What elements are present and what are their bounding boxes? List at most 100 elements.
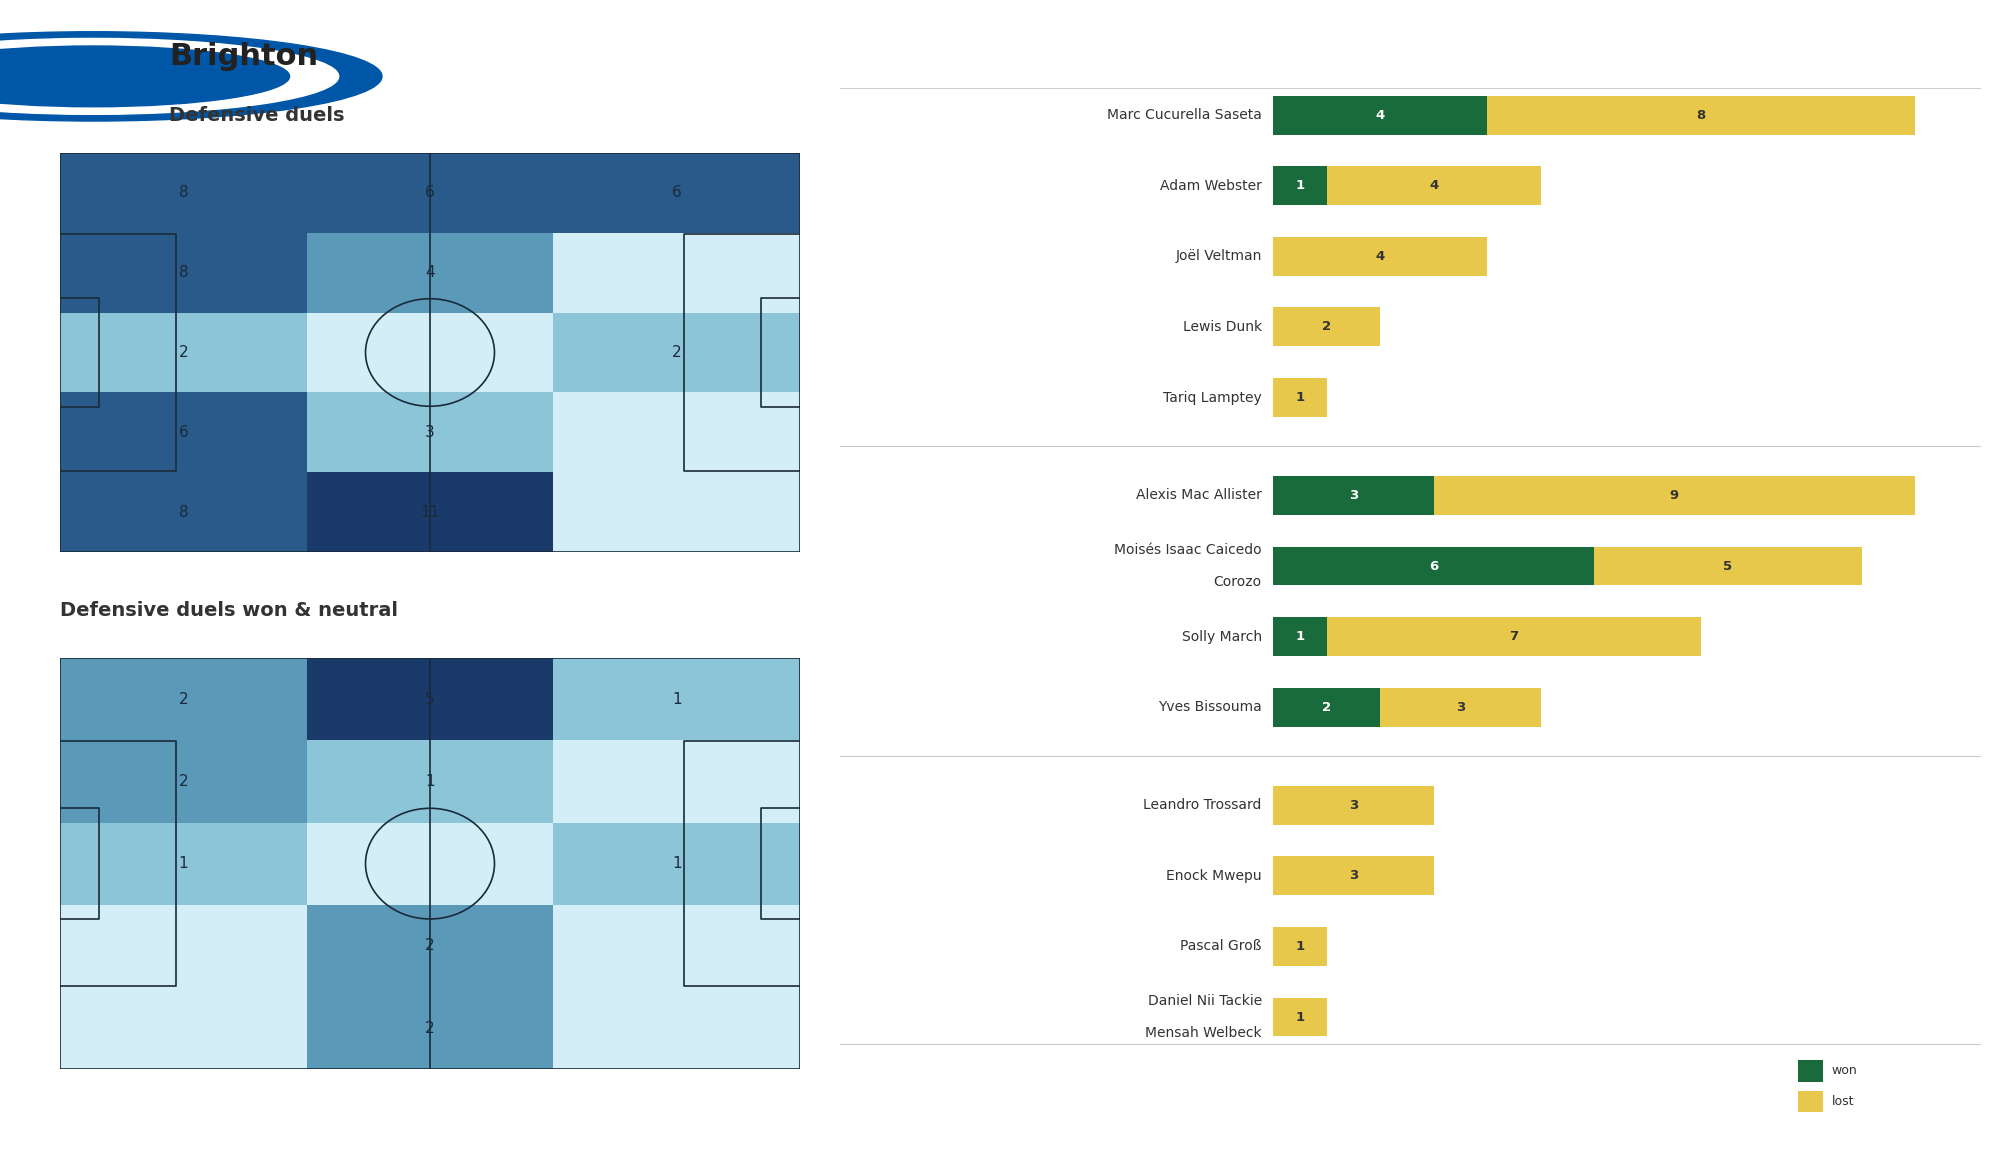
Text: Moisés Isaac Caicedo: Moisés Isaac Caicedo xyxy=(1114,543,1262,557)
Text: Brighton: Brighton xyxy=(170,42,318,70)
Bar xyxy=(1274,95,1488,134)
Bar xyxy=(1380,687,1540,726)
Text: 4: 4 xyxy=(1376,250,1384,263)
Bar xyxy=(60,472,306,552)
Bar xyxy=(1326,167,1540,206)
Bar xyxy=(554,905,800,987)
Text: 2: 2 xyxy=(426,939,434,953)
Bar xyxy=(1274,927,1326,966)
Circle shape xyxy=(0,46,290,107)
Bar xyxy=(60,822,306,905)
Bar xyxy=(306,905,554,987)
Bar xyxy=(1798,1090,1822,1113)
Text: 4: 4 xyxy=(426,266,434,280)
Bar xyxy=(306,472,554,552)
Bar xyxy=(1274,308,1380,347)
Bar xyxy=(60,313,306,392)
Text: Enock Mwepu: Enock Mwepu xyxy=(1166,868,1262,882)
Text: 6: 6 xyxy=(1430,559,1438,572)
Bar xyxy=(554,233,800,313)
Text: 8: 8 xyxy=(1696,108,1706,121)
Circle shape xyxy=(0,39,338,114)
Text: 3: 3 xyxy=(1348,799,1358,812)
Bar xyxy=(1274,167,1326,206)
Text: 2: 2 xyxy=(178,774,188,788)
Bar xyxy=(306,313,554,392)
Bar xyxy=(554,987,800,1069)
Bar xyxy=(1274,237,1488,276)
Bar xyxy=(306,822,554,905)
Bar xyxy=(554,740,800,822)
Text: Corozo: Corozo xyxy=(1214,575,1262,589)
Bar xyxy=(554,153,800,233)
Text: 8: 8 xyxy=(178,505,188,519)
Text: Lewis Dunk: Lewis Dunk xyxy=(1182,320,1262,334)
Text: 1: 1 xyxy=(672,857,682,871)
Text: 6: 6 xyxy=(672,186,682,200)
Text: 9: 9 xyxy=(1670,489,1678,502)
Text: Tariq Lamptey: Tariq Lamptey xyxy=(1164,390,1262,404)
Text: 1: 1 xyxy=(672,692,682,706)
Bar xyxy=(1274,378,1326,417)
Text: 1: 1 xyxy=(1296,180,1304,193)
Text: Daniel Nii Tackie: Daniel Nii Tackie xyxy=(1148,994,1262,1008)
Text: 3: 3 xyxy=(1456,700,1466,713)
Bar xyxy=(60,740,306,822)
Text: Yves Bissouma: Yves Bissouma xyxy=(1158,700,1262,714)
Text: 2: 2 xyxy=(178,345,188,360)
Bar xyxy=(60,658,306,740)
Text: Leandro Trossard: Leandro Trossard xyxy=(1144,798,1262,812)
Bar xyxy=(1434,476,1916,515)
Text: Defensive duels won & neutral: Defensive duels won & neutral xyxy=(60,602,398,620)
Text: Solly March: Solly March xyxy=(1182,630,1262,644)
Text: Joël Veltman: Joël Veltman xyxy=(1176,249,1262,263)
Text: 2: 2 xyxy=(1322,321,1332,334)
Text: 6: 6 xyxy=(178,425,188,439)
Bar xyxy=(1594,546,1862,585)
Text: Mensah Welbeck: Mensah Welbeck xyxy=(1146,1026,1262,1040)
Text: 1: 1 xyxy=(1296,391,1304,404)
Bar xyxy=(60,987,306,1069)
Text: 8: 8 xyxy=(178,186,188,200)
Text: 8: 8 xyxy=(178,266,188,280)
Text: 4: 4 xyxy=(1430,180,1438,193)
Bar xyxy=(1274,617,1326,656)
Bar xyxy=(306,740,554,822)
Bar xyxy=(554,658,800,740)
Bar xyxy=(306,153,554,233)
Bar xyxy=(1274,998,1326,1036)
Bar xyxy=(60,905,306,987)
Bar xyxy=(554,472,800,552)
Text: 1: 1 xyxy=(1296,630,1304,643)
Text: Pascal Groß: Pascal Groß xyxy=(1180,940,1262,953)
Text: 5: 5 xyxy=(1724,559,1732,572)
Bar xyxy=(60,392,306,472)
Bar xyxy=(306,233,554,313)
Bar xyxy=(554,313,800,392)
Bar xyxy=(1274,786,1434,825)
Text: 2: 2 xyxy=(1322,700,1332,713)
Bar xyxy=(1798,1060,1822,1082)
Text: 1: 1 xyxy=(178,857,188,871)
Bar xyxy=(306,658,554,740)
Text: 2: 2 xyxy=(178,692,188,706)
Text: won: won xyxy=(1832,1065,1858,1077)
Bar xyxy=(1274,476,1434,515)
Text: lost: lost xyxy=(1832,1095,1854,1108)
Bar xyxy=(1488,95,1916,134)
Bar xyxy=(60,233,306,313)
Bar xyxy=(60,153,306,233)
Bar xyxy=(1274,546,1594,585)
Bar xyxy=(306,392,554,472)
Text: 3: 3 xyxy=(426,425,434,439)
Text: 3: 3 xyxy=(1348,489,1358,502)
Bar xyxy=(554,822,800,905)
Text: 2: 2 xyxy=(672,345,682,360)
Bar xyxy=(1274,857,1434,895)
Text: 4: 4 xyxy=(1376,108,1384,121)
Bar xyxy=(1326,617,1702,656)
Circle shape xyxy=(0,32,382,121)
Bar xyxy=(554,392,800,472)
Text: 2: 2 xyxy=(426,1021,434,1035)
Text: 3: 3 xyxy=(1348,870,1358,882)
